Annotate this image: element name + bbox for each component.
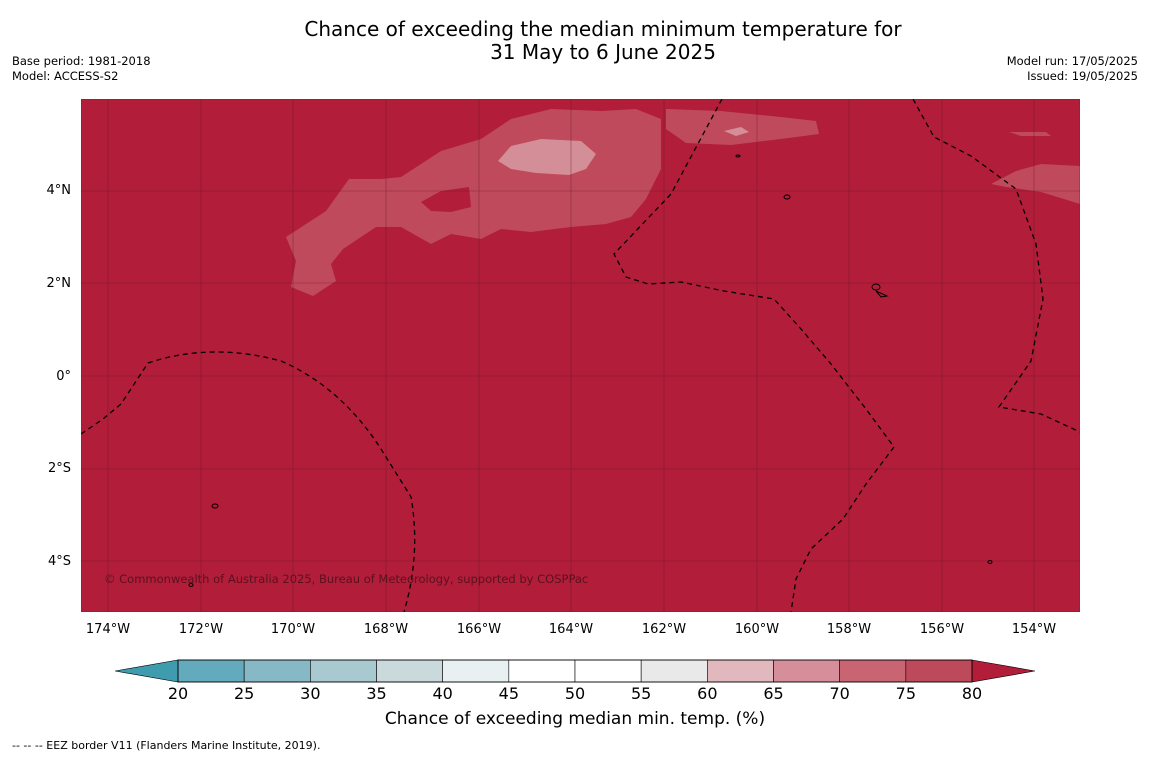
model-name: Model: ACCESS-S2 xyxy=(12,69,119,83)
lon-label-156w: 156°W xyxy=(919,622,965,637)
copyright-notice: © Commonwealth of Australia 2025, Bureau… xyxy=(104,572,589,586)
lon-label-172w: 172°W xyxy=(178,622,224,637)
lon-label-154w: 154°W xyxy=(1011,622,1057,637)
colorbar-label: Chance of exceeding median min. temp. (%… xyxy=(384,709,766,729)
lat-label-0: 0° xyxy=(56,369,71,384)
colorbar-tick-label: 30 xyxy=(300,684,321,703)
colorbar-segment xyxy=(574,659,642,683)
colorbar-segment xyxy=(508,659,576,683)
colorbar-tick-label: 45 xyxy=(498,684,519,703)
island-1 xyxy=(783,194,791,200)
lat-label-4s: 4°S xyxy=(47,554,71,569)
colorbar-tick-label: 50 xyxy=(564,684,586,703)
island-4 xyxy=(211,503,219,509)
lon-label-174w: 174°W xyxy=(85,622,131,637)
model-run-info: Model run: 17/05/2025 Issued: 19/05/2025 xyxy=(1007,54,1138,84)
colorbar-segment xyxy=(243,659,311,683)
lon-label-168w: 168°W xyxy=(363,622,409,637)
colorbar-low-extension xyxy=(115,659,179,683)
lon-label-170w: 170°W xyxy=(270,622,316,637)
colorbar-segment xyxy=(707,659,774,683)
contour-hole xyxy=(421,187,471,212)
colorbar-segment xyxy=(773,659,840,683)
island-7 xyxy=(735,154,741,158)
island-3 xyxy=(875,290,889,298)
colorbar xyxy=(115,659,1035,683)
islands xyxy=(188,154,993,587)
island-5 xyxy=(188,583,194,587)
colorbar-segment xyxy=(839,659,907,683)
base-period: Base period: 1981-2018 xyxy=(12,54,151,68)
chart-title: Chance of exceeding the median minimum t… xyxy=(0,18,1150,64)
map-plot xyxy=(81,99,1080,612)
title-line-1: Chance of exceeding the median minimum t… xyxy=(304,17,902,41)
colorbar-tick-label: 75 xyxy=(895,684,916,703)
colorbar-frame xyxy=(177,659,973,683)
colorbar-tick-label: 35 xyxy=(366,684,387,703)
eez-border-west xyxy=(81,351,416,612)
lon-label-162w: 162°W xyxy=(641,622,687,637)
colorbar-high-extension xyxy=(971,659,1035,683)
lat-label-2s: 2°S xyxy=(47,461,71,476)
model-run: Model run: 17/05/2025 xyxy=(1006,54,1138,68)
contour-75-north xyxy=(666,109,819,145)
contour-75-east-2 xyxy=(1009,132,1051,136)
base-period-info: Base period: 1981-2018 Model: ACCESS-S2 xyxy=(12,54,151,84)
lon-label-160w: 160°W xyxy=(734,622,780,637)
contour-65-north xyxy=(724,127,749,136)
colorbar-tick-label: 70 xyxy=(829,684,850,703)
lat-label-4n: 4°N xyxy=(46,183,72,198)
contour-75-east xyxy=(991,164,1080,204)
colorbar-segment xyxy=(177,659,245,683)
colorbar-segment xyxy=(442,659,510,683)
colorbar-tick-label: 60 xyxy=(697,684,718,703)
island-2 xyxy=(871,283,881,291)
eez-border-east xyxy=(912,99,1080,433)
island-6 xyxy=(987,560,993,564)
title-line-2: 31 May to 6 June 2025 xyxy=(490,40,716,64)
lon-label-166w: 166°W xyxy=(456,622,502,637)
issued-date: Issued: 19/05/2025 xyxy=(1027,69,1138,83)
eez-legend-footer: -- -- -- EEZ border V11 (Flanders Marine… xyxy=(12,739,321,752)
colorbar-segment xyxy=(376,659,443,683)
gridlines xyxy=(81,99,1080,612)
colorbar-tick-label: 55 xyxy=(630,684,652,703)
colorbar-segment xyxy=(905,659,973,683)
colorbar-tick-label: 25 xyxy=(233,684,255,703)
colorbar-tick-label: 65 xyxy=(763,684,784,703)
contour-65-core xyxy=(498,139,596,175)
lat-label-2n: 2°N xyxy=(46,276,72,291)
colorbar-segment xyxy=(310,659,377,683)
colorbar-tick-label: 20 xyxy=(167,684,189,703)
lon-label-158w: 158°W xyxy=(826,622,872,637)
colorbar-segment xyxy=(640,659,708,683)
colorbar-tick-label: 40 xyxy=(432,684,453,703)
colorbar-tick-label: 80 xyxy=(961,684,983,703)
lon-label-164w: 164°W xyxy=(548,622,594,637)
eez-border-central xyxy=(613,99,895,612)
eez-borders xyxy=(81,99,1080,612)
